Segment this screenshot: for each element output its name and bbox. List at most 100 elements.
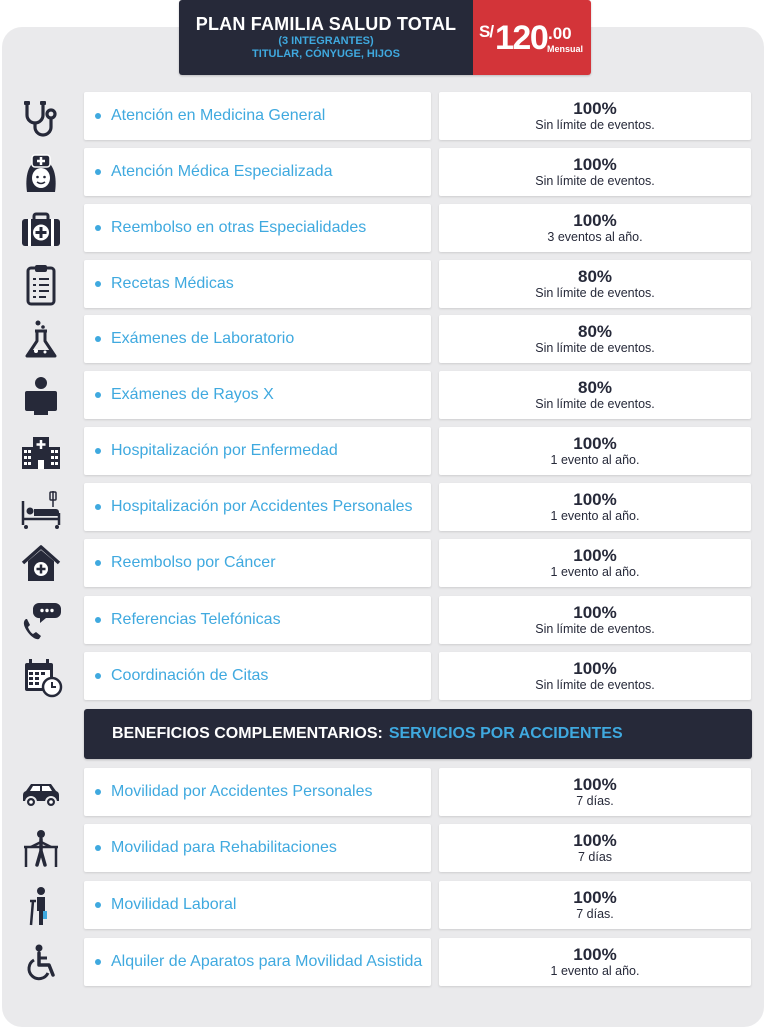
benefit-row-label: Hospitalización por Accidentes Personale…: [84, 483, 431, 531]
benefit-label: Hospitalización por Accidentes Personale…: [111, 498, 413, 515]
bullet: [95, 336, 101, 342]
benefit-row-coverage: 100% Sin límite de eventos.: [439, 148, 751, 196]
benefit-row-coverage: 100% Sin límite de eventos.: [439, 596, 751, 644]
benefit-row-coverage: 100% 1 evento al año.: [439, 483, 751, 531]
price-decimal: .00: [548, 24, 572, 43]
bullet: [95, 673, 101, 679]
xray-icon: [18, 373, 64, 419]
coverage-limit: 7 días.: [576, 794, 614, 808]
complementary-heading-label: BENEFICIOS COMPLEMENTARIOS:: [112, 725, 383, 742]
benefit-row-label: Referencias Telefónicas: [84, 596, 431, 644]
bullet: [95, 169, 101, 175]
benefit-label: Reembolso en otras Especialidades: [111, 219, 367, 236]
coverage-percent: 100%: [573, 211, 617, 230]
benefit-row-label: Exámenes de Laboratorio: [84, 315, 431, 363]
benefit-label: Referencias Telefónicas: [111, 611, 281, 628]
coverage-limit: Sin límite de eventos.: [535, 678, 655, 692]
coverage-limit: 1 evento al año.: [550, 964, 640, 978]
coverage-percent: 100%: [573, 945, 617, 964]
plan-title-box: PLAN FAMILIA SALUD TOTAL (3 INTEGRANTES)…: [179, 0, 473, 75]
complementary-heading-highlight: SERVICIOS POR ACCIDENTES: [388, 725, 623, 742]
benefit-row-label: Movilidad Laboral: [84, 881, 431, 929]
coverage-limit: 1 evento al año.: [550, 453, 640, 467]
benefit-row-label: Alquiler de Aparatos para Movilidad Asis…: [84, 938, 431, 986]
benefit-row-label: Atención Médica Especializada: [84, 148, 431, 196]
benefit-label: Hospitalización por Enfermedad: [111, 442, 338, 459]
bullet: [95, 902, 101, 908]
benefit-row-coverage: 100% Sin límite de eventos.: [439, 652, 751, 700]
bullet: [95, 845, 101, 851]
coverage-percent: 100%: [573, 490, 617, 509]
benefit-label: Atención Médica Especializada: [111, 163, 333, 180]
coverage-percent: 100%: [573, 99, 617, 118]
coverage-limit: 7 días.: [576, 907, 614, 921]
nurse-icon: [18, 151, 64, 197]
prescription-clipboard-icon: [18, 262, 64, 308]
plan-holders: TITULAR, CÓNYUGE, HIJOS: [252, 48, 400, 60]
benefit-row-label: Recetas Médicas: [84, 260, 431, 308]
coverage-limit: Sin límite de eventos.: [535, 341, 655, 355]
benefit-label: Exámenes de Laboratorio: [111, 330, 295, 347]
benefit-row-label: Movilidad para Rehabilitaciones: [84, 824, 431, 872]
benefit-row-coverage: 100% 1 evento al año.: [439, 539, 751, 587]
benefit-label: Coordinación de Citas: [111, 667, 269, 684]
coverage-limit: 1 evento al año.: [550, 565, 640, 579]
stethoscope-icon: [18, 97, 64, 143]
bullet: [95, 959, 101, 965]
coverage-percent: 100%: [573, 775, 617, 794]
coverage-percent: 100%: [573, 888, 617, 907]
crutch-person-icon: [18, 884, 64, 930]
benefit-row-label: Coordinación de Citas: [84, 652, 431, 700]
coverage-limit: Sin límite de eventos.: [535, 174, 655, 188]
coverage-percent: 100%: [573, 831, 617, 850]
wheelchair-icon: [18, 941, 64, 987]
benefit-label: Recetas Médicas: [111, 275, 234, 292]
coverage-limit: Sin límite de eventos.: [535, 118, 655, 132]
benefit-row-coverage: 100% 7 días.: [439, 881, 751, 929]
complementary-heading: BENEFICIOS COMPLEMENTARIOS: SERVICIOS PO…: [84, 709, 752, 759]
price-period: Mensual: [547, 44, 584, 54]
car-icon: [18, 770, 64, 816]
bullet: [95, 789, 101, 795]
walker-icon: [18, 826, 64, 872]
benefit-label: Movilidad Laboral: [111, 896, 237, 913]
benefit-row-coverage: 100% Sin límite de eventos.: [439, 92, 751, 140]
bullet: [95, 504, 101, 510]
price-integer: 120: [495, 19, 549, 57]
coverage-percent: 100%: [573, 659, 617, 678]
price-currency: S/: [479, 22, 494, 41]
bullet: [95, 560, 101, 566]
benefit-label: Alquiler de Aparatos para Movilidad Asis…: [111, 953, 423, 970]
bullet: [95, 281, 101, 287]
benefit-row-label: Atención en Medicina General: [84, 92, 431, 140]
benefit-row-coverage: 100% 3 eventos al año.: [439, 204, 751, 252]
lab-flask-icon: [18, 317, 64, 363]
benefit-row-label: Reembolso en otras Especialidades: [84, 204, 431, 252]
coverage-percent: 80%: [577, 267, 613, 286]
benefit-row-label: Reembolso por Cáncer: [84, 539, 431, 587]
plan-members: (3 INTEGRANTES): [278, 35, 374, 47]
plan-title: PLAN FAMILIA SALUD TOTAL: [195, 14, 457, 34]
bullet: [95, 617, 101, 623]
price-box: S/ 120 .00 Mensual: [473, 0, 591, 75]
coverage-limit: 3 eventos al año.: [547, 230, 643, 244]
coverage-percent: 100%: [573, 155, 617, 174]
coverage-percent: 100%: [573, 434, 617, 453]
benefit-row-coverage: 100% 1 evento al año.: [439, 427, 751, 475]
benefit-row-coverage: 100% 7 días.: [439, 768, 751, 816]
benefit-row-coverage: 80% Sin límite de eventos.: [439, 260, 751, 308]
benefit-row-label: Hospitalización por Enfermedad: [84, 427, 431, 475]
phone-chat-icon: [18, 598, 64, 644]
bullet: [95, 448, 101, 454]
benefit-label: Reembolso por Cáncer: [111, 554, 276, 571]
coverage-percent: 80%: [577, 322, 613, 341]
plan-header: PLAN FAMILIA SALUD TOTAL (3 INTEGRANTES)…: [179, 0, 591, 75]
coverage-limit: Sin límite de eventos.: [535, 622, 655, 636]
benefit-row-coverage: 80% Sin límite de eventos.: [439, 371, 751, 419]
benefit-label: Movilidad por Accidentes Personales: [111, 783, 373, 800]
coverage-limit: Sin límite de eventos.: [535, 397, 655, 411]
medical-kit-icon: [18, 207, 64, 253]
benefit-row-coverage: 80% Sin límite de eventos.: [439, 315, 751, 363]
home-medical-icon: [18, 541, 64, 587]
coverage-percent: 100%: [573, 603, 617, 622]
